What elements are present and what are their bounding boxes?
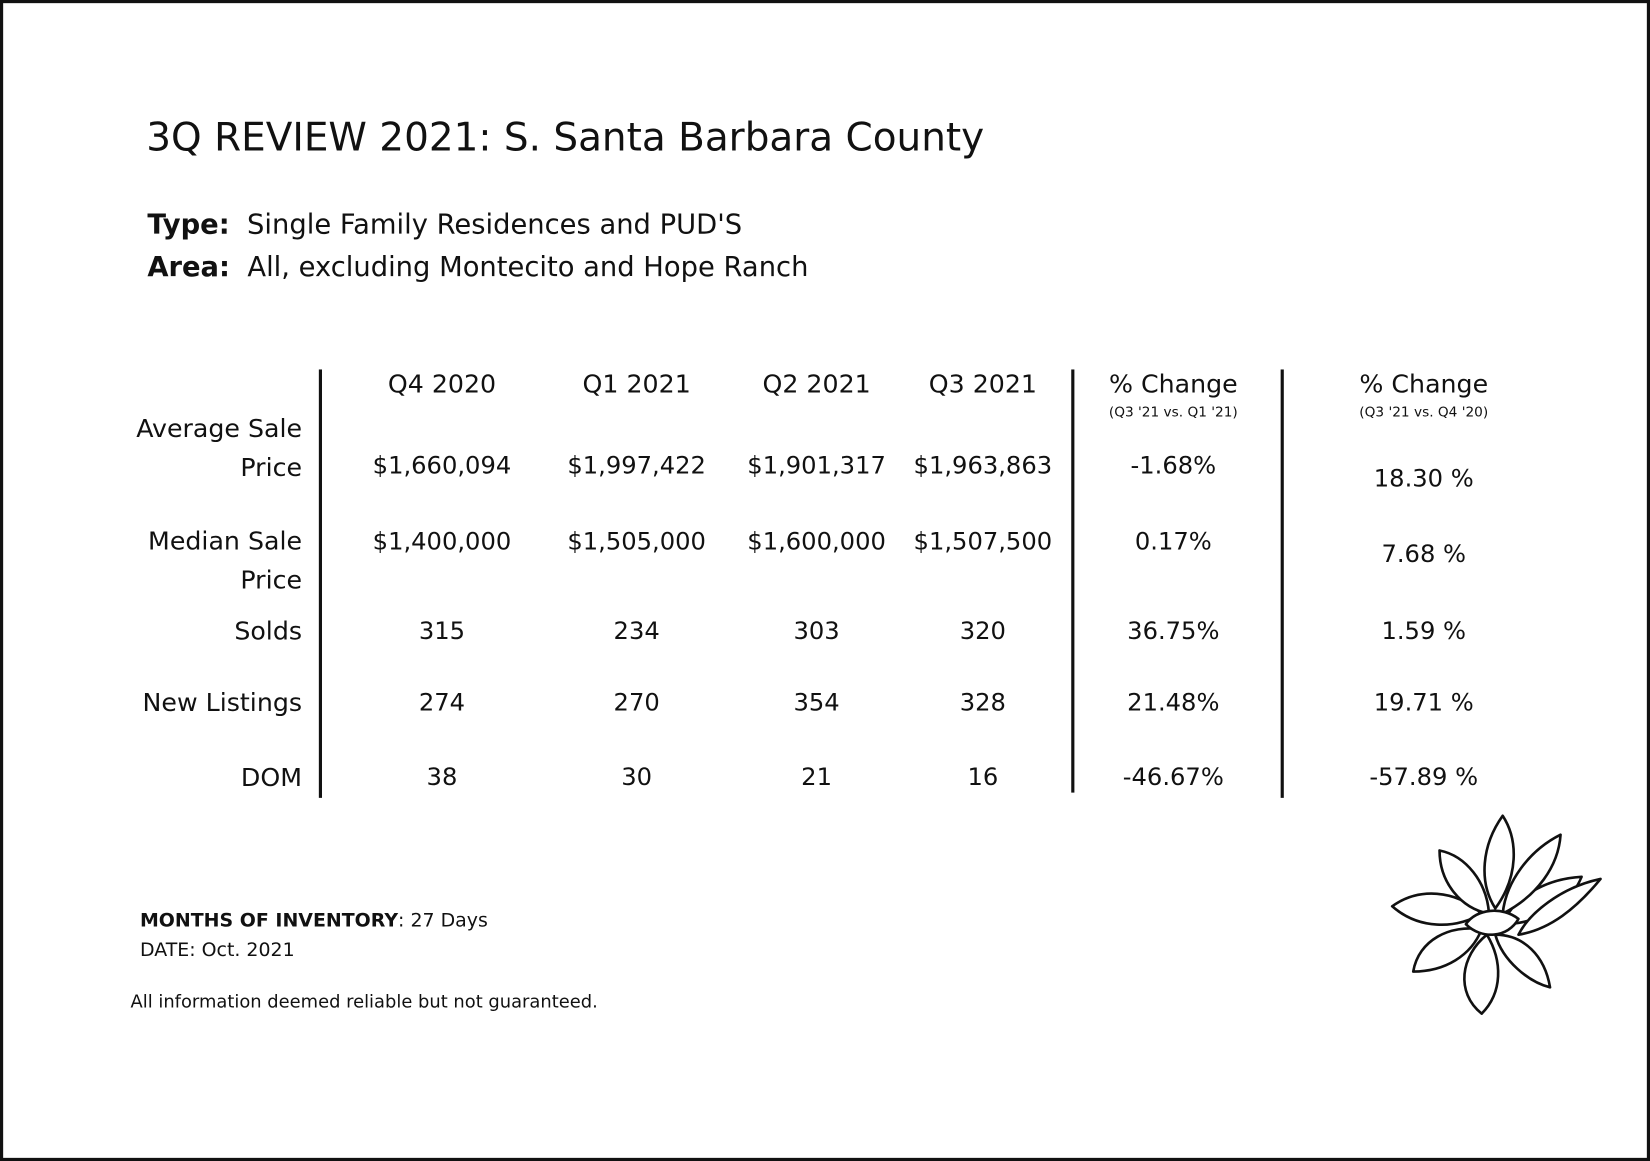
magnolia-icon [1390, 814, 1602, 1015]
inventory: MONTHS OF INVENTORY: 27 Days [140, 909, 488, 931]
table-cell: $1,963,863 [913, 452, 1053, 480]
column-header: % Change [1359, 369, 1489, 399]
table-cell: -57.89 % [1369, 764, 1479, 792]
inventory-value: : 27 Days [398, 909, 488, 932]
row-label: Average Sale Price [136, 413, 303, 483]
table-cell: $1,507,500 [913, 528, 1053, 556]
table-cell: -1.68% [1130, 452, 1217, 480]
row-label: Solds [234, 616, 303, 646]
type-label: Type: [147, 209, 230, 242]
table-cell: 270 [613, 689, 660, 717]
row-label: Median Sale Price [148, 526, 303, 595]
column-subheader: (Q3 '21 vs. Q4 '20) [1359, 404, 1489, 421]
title: 3Q REVIEW 2021: S. Santa Barbara County [146, 114, 985, 160]
table-cell: 315 [418, 617, 466, 646]
table-cell: 19.71 % [1373, 689, 1474, 717]
area-line: Area: All, excluding Montecito and Hope … [147, 252, 808, 284]
area-value: All, excluding Montecito and Hope Ranch [247, 251, 809, 284]
date: DATE: Oct. 2021 [139, 938, 295, 962]
column-header: Q3 2021 [928, 369, 1037, 399]
table-cell: 21 [801, 764, 832, 792]
table-cell: $1,901,317 [747, 452, 886, 480]
table-cell: 320 [959, 617, 1006, 646]
divider [1280, 369, 1284, 798]
table-cell: 234 [613, 617, 660, 646]
table-cell: 38 [426, 764, 458, 792]
area-label: Area: [147, 251, 230, 284]
table-cell: 21.48% [1127, 689, 1220, 717]
column-subheader: (Q3 '21 vs. Q1 '21) [1108, 404, 1238, 421]
table-cell: $1,505,000 [567, 528, 706, 556]
table-cell: 0.17% [1134, 528, 1212, 556]
type-line: Type: Single Family Residences and PUD'S [147, 209, 742, 241]
table-cell: 303 [793, 617, 840, 646]
column-header: Q2 2021 [762, 369, 871, 399]
divider [318, 369, 323, 798]
type-value: Single Family Residences and PUD'S [247, 209, 743, 242]
table-cell: $1,660,094 [372, 452, 512, 480]
table-cell: 7.68 % [1381, 541, 1467, 569]
inventory-label: MONTHS OF INVENTORY [139, 909, 399, 932]
table-cell: 18.30 % [1373, 465, 1474, 493]
table-cell: 354 [793, 689, 840, 717]
table-cell: 36.75% [1127, 617, 1220, 646]
table-cell: $1,997,422 [567, 452, 706, 480]
divider [1071, 369, 1075, 793]
table-cell: 16 [967, 764, 999, 792]
row-label: DOM [240, 762, 303, 793]
row-label: New Listings [142, 687, 303, 718]
table-cell: 30 [621, 764, 653, 792]
table-cell: 328 [959, 689, 1006, 717]
disclaimer: All information deemed reliable but not … [130, 991, 598, 1013]
table-cell: 1.59 % [1381, 617, 1467, 646]
table-cell: $1,600,000 [747, 528, 886, 556]
table-cell: $1,400,000 [372, 528, 512, 556]
column-header: Q1 2021 [582, 369, 691, 399]
column-header: % Change [1108, 369, 1238, 399]
table-cell: 274 [418, 689, 466, 717]
table-cell: -46.67% [1122, 764, 1224, 792]
column-header: Q4 2020 [387, 369, 497, 399]
